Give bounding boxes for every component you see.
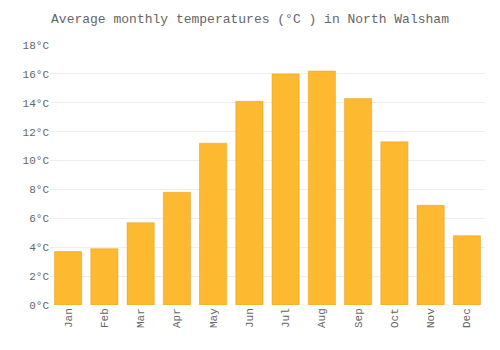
svg-text:18°C: 18°C bbox=[23, 40, 50, 52]
svg-text:Jan: Jan bbox=[63, 308, 75, 328]
svg-text:Apr: Apr bbox=[171, 308, 183, 328]
svg-text:Average monthly temperatures (: Average monthly temperatures (°C ) in No… bbox=[51, 12, 449, 27]
svg-text:Aug: Aug bbox=[316, 308, 328, 328]
svg-text:Dec: Dec bbox=[461, 308, 473, 328]
svg-text:14°C: 14°C bbox=[23, 98, 50, 110]
svg-text:12°C: 12°C bbox=[23, 127, 50, 139]
svg-text:16°C: 16°C bbox=[23, 69, 50, 81]
svg-text:Mar: Mar bbox=[135, 308, 147, 328]
svg-text:Jul: Jul bbox=[280, 308, 292, 328]
svg-text:Nov: Nov bbox=[425, 308, 437, 328]
svg-text:0°C: 0°C bbox=[29, 300, 49, 312]
svg-text:8°C: 8°C bbox=[29, 184, 49, 196]
svg-text:Oct: Oct bbox=[389, 308, 401, 328]
svg-text:2°C: 2°C bbox=[29, 271, 49, 283]
svg-text:Jun: Jun bbox=[244, 308, 256, 328]
svg-text:May: May bbox=[208, 308, 220, 328]
svg-text:4°C: 4°C bbox=[29, 242, 49, 254]
svg-text:10°C: 10°C bbox=[23, 155, 50, 167]
svg-text:Sep: Sep bbox=[353, 308, 365, 328]
svg-text:6°C: 6°C bbox=[29, 213, 49, 225]
svg-text:Feb: Feb bbox=[99, 308, 111, 328]
